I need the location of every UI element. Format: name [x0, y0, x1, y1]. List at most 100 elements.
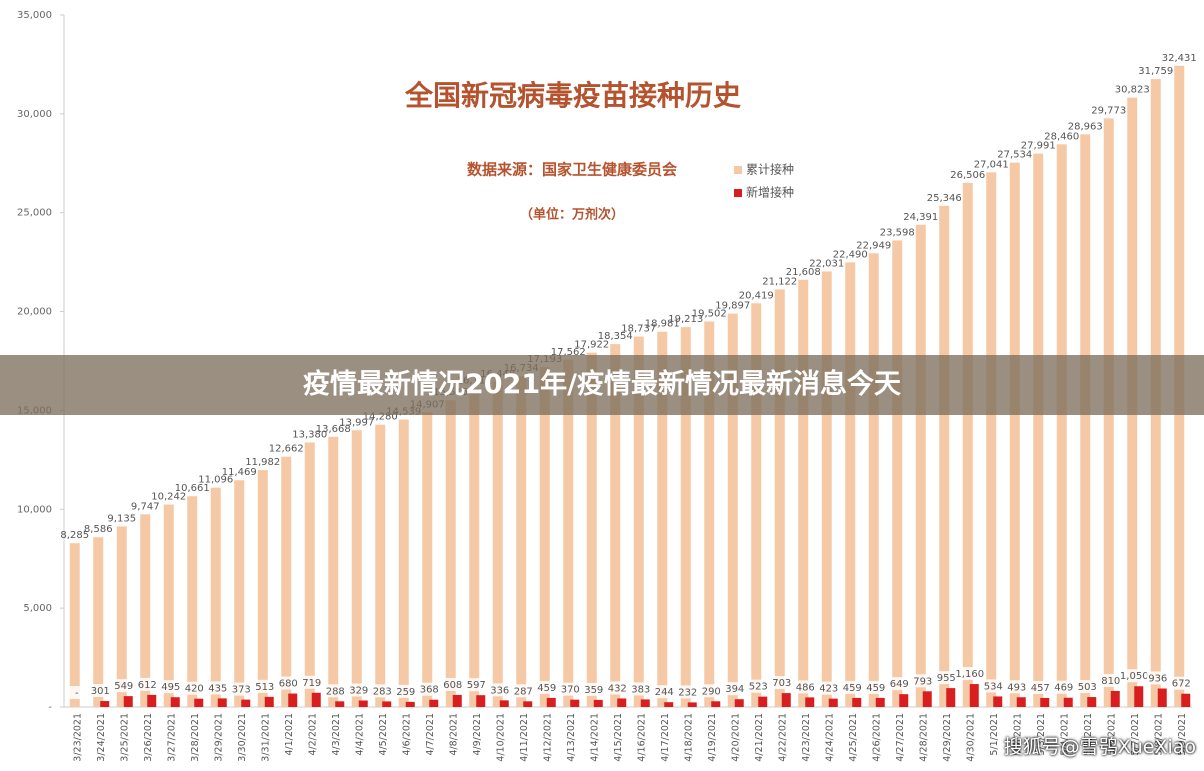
value-label: 19,502	[692, 308, 727, 319]
label-background	[488, 683, 511, 697]
bar	[422, 412, 433, 707]
value-label: 955	[937, 673, 956, 684]
bar	[140, 514, 151, 707]
label-background	[958, 667, 981, 681]
bar	[116, 526, 127, 707]
value-label: 469	[1054, 683, 1073, 694]
value-label: 232	[678, 687, 697, 698]
bar	[1033, 153, 1044, 707]
bar	[892, 240, 903, 707]
bar	[986, 172, 997, 708]
value-label: 27,041	[974, 159, 1009, 170]
x-tick-label: 4/15/2021	[613, 713, 624, 762]
bar	[727, 313, 738, 707]
bar	[946, 688, 956, 707]
bar	[845, 262, 856, 707]
bar	[711, 701, 721, 707]
x-tick-label: 4/9/2021	[472, 713, 483, 756]
bar	[915, 224, 926, 708]
value-label: 22,490	[833, 249, 868, 260]
bar	[234, 480, 245, 707]
bar	[586, 352, 597, 707]
value-label: 25,346	[927, 193, 962, 204]
value-label: 8,285	[60, 530, 89, 541]
x-tick-label: 4/6/2021	[401, 713, 412, 756]
x-tick-label: 4/28/2021	[918, 713, 929, 762]
value-label: 20,419	[739, 290, 774, 301]
value-label: 373	[232, 685, 251, 696]
bar	[939, 205, 950, 708]
bar	[187, 496, 198, 707]
value-label: 612	[138, 680, 157, 691]
bar	[264, 696, 274, 707]
value-label: 13,997	[339, 417, 374, 428]
bar	[687, 702, 697, 707]
value-label: 28,460	[1044, 131, 1079, 142]
value-label: 432	[608, 683, 627, 694]
bar	[821, 271, 832, 707]
x-tick-label: 4/21/2021	[754, 713, 765, 762]
legend-label: 新增接种	[746, 185, 794, 200]
bar	[288, 693, 298, 707]
x-tick-label: 4/16/2021	[636, 713, 647, 762]
label-background	[864, 680, 887, 694]
label-background	[1076, 680, 1099, 694]
value-label: 936	[1148, 673, 1167, 684]
value-label: 17,922	[574, 340, 609, 351]
value-label: 283	[373, 686, 392, 697]
bar	[217, 698, 227, 707]
value-label: 8,586	[84, 524, 113, 535]
label-background	[1005, 680, 1028, 694]
value-label: 368	[420, 685, 439, 696]
x-tick-label: 4/27/2021	[895, 713, 906, 762]
bar	[664, 702, 674, 707]
value-label: 10,242	[151, 492, 186, 503]
value-label: 793	[913, 676, 932, 687]
unit-label: （单位：万剂次）	[520, 207, 624, 223]
bar	[570, 699, 580, 707]
value-label: 17,562	[551, 347, 586, 358]
label-background	[559, 682, 582, 696]
value-label: 420	[185, 684, 204, 695]
bar	[593, 699, 603, 707]
x-tick-label: 4/18/2021	[683, 713, 694, 762]
label-background	[700, 684, 723, 698]
bar	[311, 692, 321, 707]
x-tick-label: 4/13/2021	[566, 713, 577, 762]
x-tick-label: 5/2/2021	[1012, 713, 1023, 756]
bar	[758, 696, 768, 707]
bar	[163, 504, 174, 707]
x-tick-label: 5/7/2021	[1130, 713, 1141, 756]
value-label: 288	[326, 686, 345, 697]
value-label: 534	[984, 681, 1003, 692]
bar	[1040, 697, 1050, 707]
x-tick-label: 4/3/2021	[331, 713, 342, 756]
label-background	[935, 671, 958, 685]
y-tick-label: 35,000	[17, 10, 52, 21]
bar	[241, 699, 251, 707]
y-tick-label: 25,000	[17, 208, 52, 219]
bar	[1056, 144, 1067, 707]
value-label: 27,991	[1021, 141, 1056, 152]
x-tick-label: 3/26/2021	[143, 713, 154, 762]
label-background	[629, 682, 652, 696]
x-tick-label: 4/8/2021	[448, 713, 459, 756]
value-label: 11,469	[222, 467, 257, 478]
label-background	[159, 680, 182, 694]
label-background	[112, 679, 135, 693]
bar	[798, 279, 809, 707]
value-label: 1,160	[955, 669, 984, 680]
bar	[445, 400, 456, 707]
bar	[405, 701, 415, 707]
bar	[281, 456, 292, 707]
label-background	[582, 682, 605, 696]
bar	[351, 430, 362, 707]
value-label: 32,431	[1162, 53, 1197, 64]
value-label: 26,506	[950, 170, 985, 181]
bar	[1063, 697, 1073, 707]
y-tick-label: -	[48, 702, 52, 713]
bar	[194, 698, 204, 707]
bar	[1087, 697, 1097, 707]
value-label: 486	[796, 682, 815, 693]
